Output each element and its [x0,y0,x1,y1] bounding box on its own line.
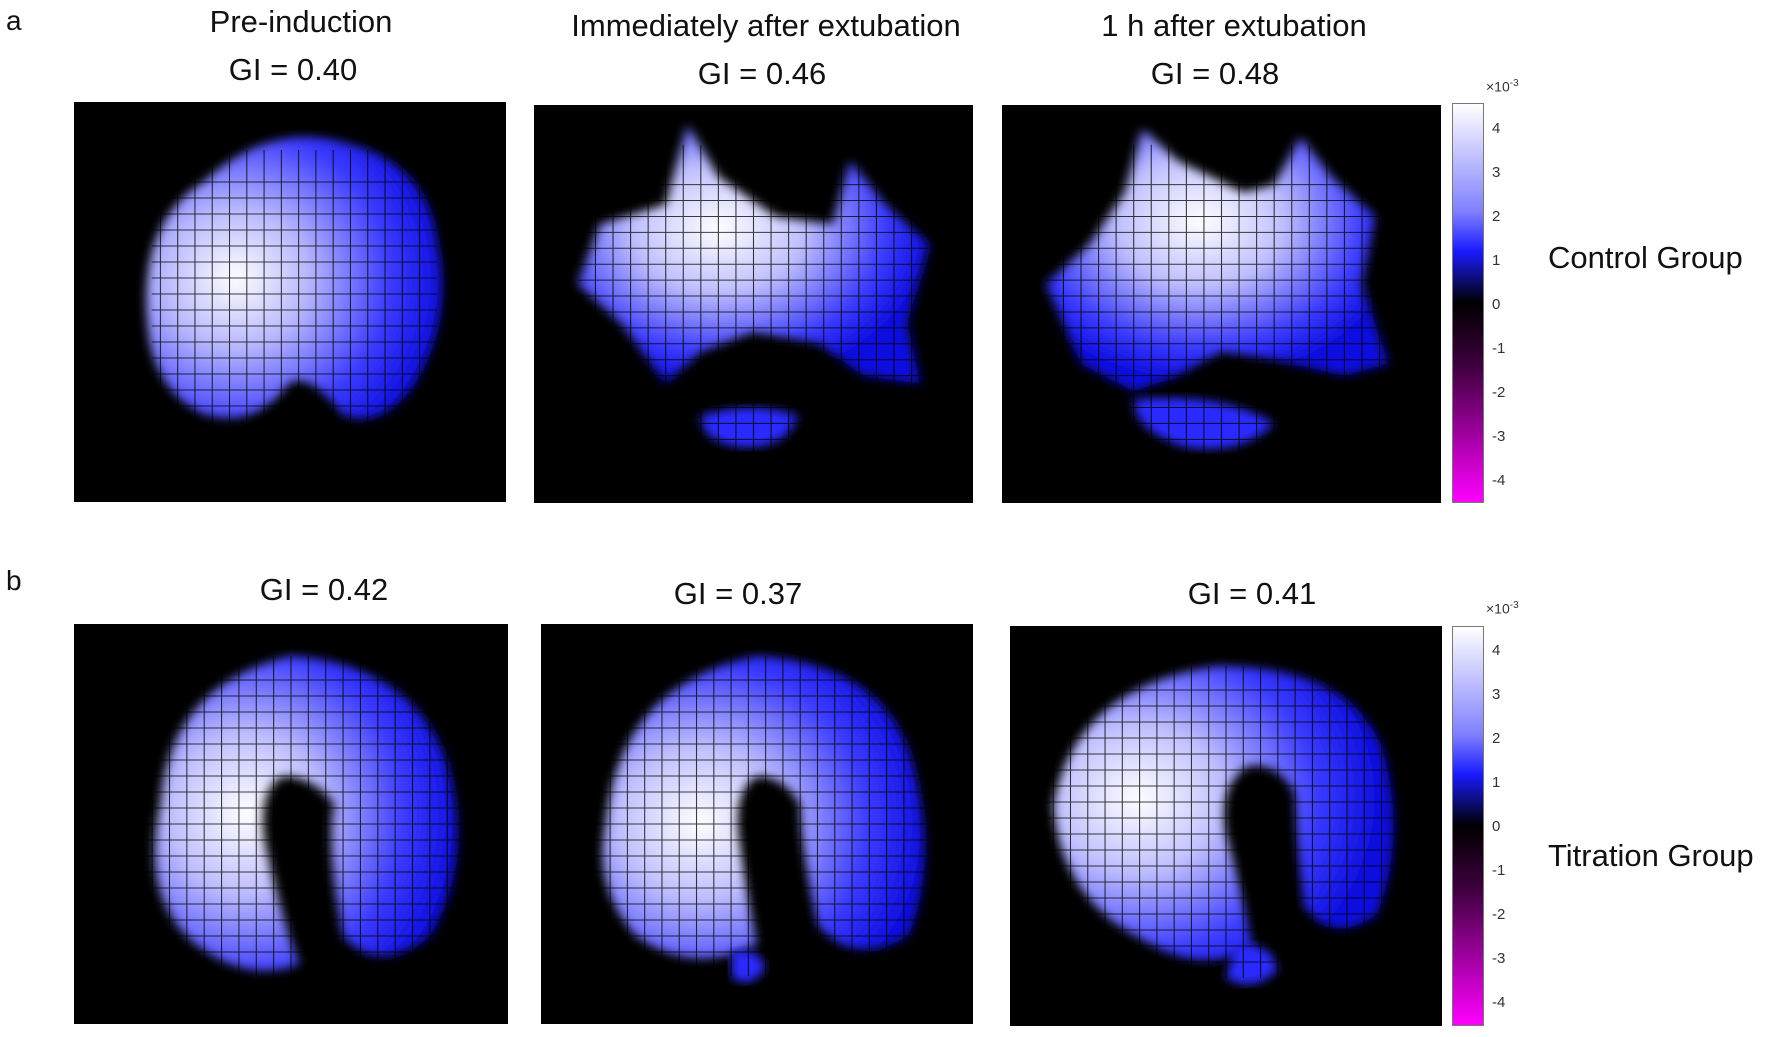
eit-image-titration-col1 [74,624,508,1024]
title-immediately-after-extubation: Immediately after extubation [571,8,961,43]
eit-image-titration-col2 [541,624,973,1024]
title-1h-after-extubation: 1 h after extubation [1101,8,1367,43]
gi-control-1h-after: GI = 0.48 [1150,56,1280,91]
panel-letter-a: a [6,5,22,36]
gi-titration-col2: GI = 0.37 [673,576,803,611]
panel-letter-b: b [6,565,22,596]
eit-image-control-pre-induction [74,102,506,502]
gi-control-pre-induction: GI = 0.40 [228,52,358,87]
group-label-control: Control Group [1548,240,1743,275]
eit-image-control-1h-after [1002,105,1441,503]
colorbar-b [1452,626,1484,1026]
colorbar-exponent-a: ×10-3 [1486,78,1519,95]
title-pre-induction: Pre-induction [209,4,393,39]
gi-titration-col1: GI = 0.42 [259,572,389,607]
gi-titration-col3: GI = 0.41 [1187,576,1317,611]
group-label-titration: Titration Group [1548,838,1754,873]
colorbar-a [1452,103,1484,503]
eit-image-control-immediately-after [534,105,973,503]
eit-image-titration-col3 [1010,626,1442,1026]
colorbar-exponent-b: ×10-3 [1486,600,1519,617]
gi-control-immediately-after: GI = 0.46 [697,56,827,91]
